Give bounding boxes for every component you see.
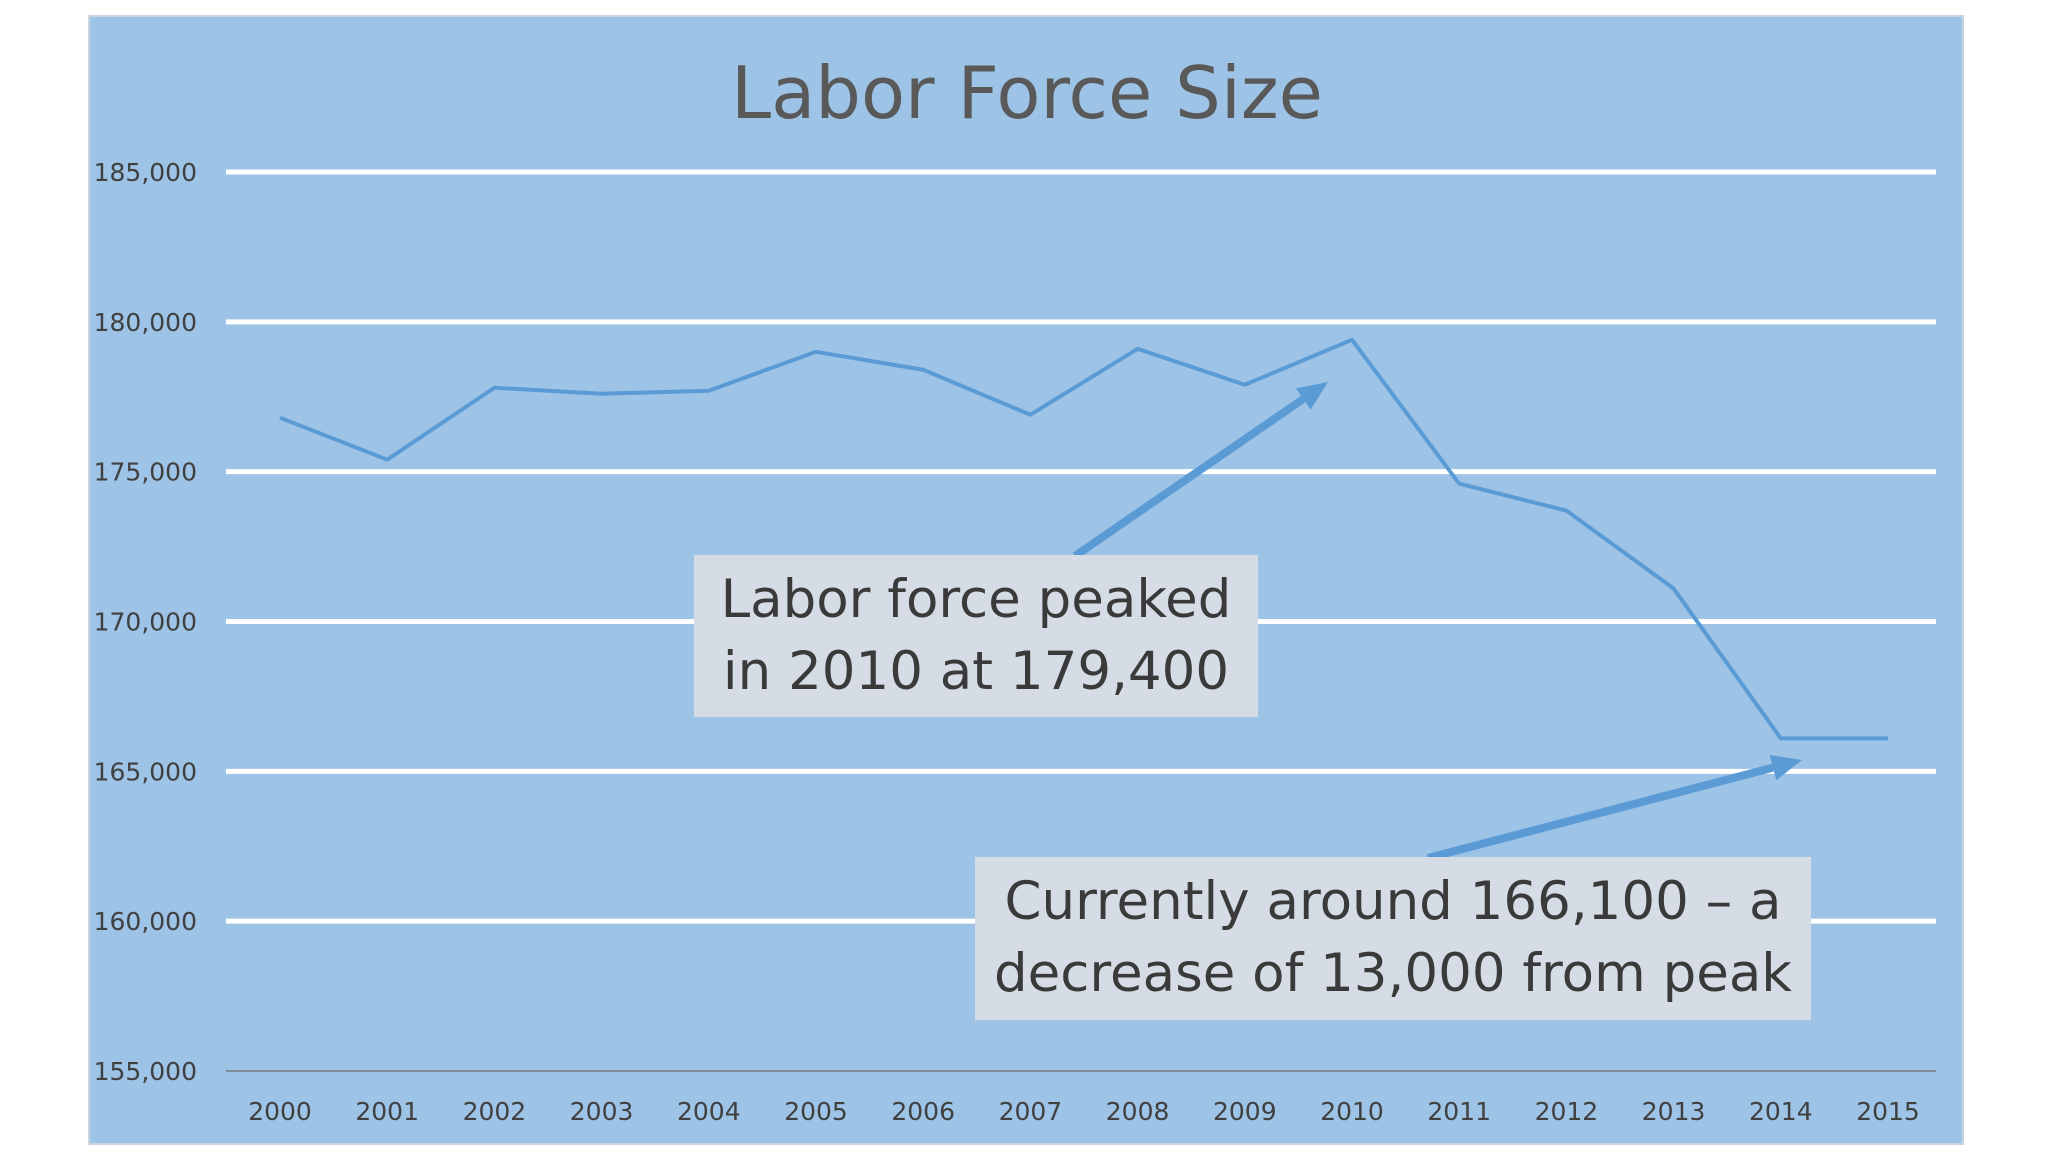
x-tick-label: 2006 xyxy=(891,1097,955,1126)
x-tick-label: 2003 xyxy=(570,1097,634,1126)
x-tick-label: 2005 xyxy=(784,1097,848,1126)
arrow-to-current xyxy=(1426,755,1802,862)
x-tick-label: 2004 xyxy=(677,1097,741,1126)
x-tick-label: 2000 xyxy=(248,1097,312,1126)
annotation-peak-line2: in 2010 at 179,400 xyxy=(722,641,1230,702)
y-tick-label: 185,000 xyxy=(94,158,197,187)
x-tick-label: 2001 xyxy=(355,1097,419,1126)
annotation-arrows xyxy=(1072,382,1802,862)
x-tick-label: 2009 xyxy=(1213,1097,1277,1126)
annotation-current-line1: Currently around 166,100 – a xyxy=(1004,871,1782,932)
annotation-peak-line1: Labor force peaked xyxy=(720,569,1232,630)
annotation-current: Currently around 166,100 – a decrease of… xyxy=(975,857,1811,1020)
series-group xyxy=(279,337,1888,741)
x-axis-ticks: 2000 2001 2002 2003 2004 2005 2006 2007 … xyxy=(248,1097,1920,1126)
series-line xyxy=(279,337,1888,741)
y-tick-label: 180,000 xyxy=(94,308,197,337)
annotation-current-line2: decrease of 13,000 from peak xyxy=(993,943,1792,1004)
y-tick-label: 155,000 xyxy=(94,1057,197,1086)
y-axis-ticks: 185,000 180,000 175,000 170,000 165,000 … xyxy=(94,158,197,1086)
y-tick-label: 175,000 xyxy=(94,458,197,487)
y-tick-label: 160,000 xyxy=(94,907,197,936)
x-tick-label: 2010 xyxy=(1320,1097,1384,1126)
x-tick-label: 2012 xyxy=(1535,1097,1599,1126)
x-tick-label: 2008 xyxy=(1106,1097,1170,1126)
chart-title: Labor Force Size xyxy=(731,51,1323,135)
x-tick-label: 2007 xyxy=(999,1097,1063,1126)
x-tick-label: 2015 xyxy=(1856,1097,1920,1126)
annotation-peak: Labor force peaked in 2010 at 179,400 xyxy=(694,555,1258,717)
y-tick-label: 165,000 xyxy=(94,757,197,786)
arrow-to-peak xyxy=(1072,382,1328,560)
x-tick-label: 2002 xyxy=(463,1097,527,1126)
x-tick-label: 2013 xyxy=(1642,1097,1706,1126)
x-tick-label: 2014 xyxy=(1749,1097,1813,1126)
y-tick-label: 170,000 xyxy=(94,608,197,637)
x-tick-label: 2011 xyxy=(1427,1097,1491,1126)
